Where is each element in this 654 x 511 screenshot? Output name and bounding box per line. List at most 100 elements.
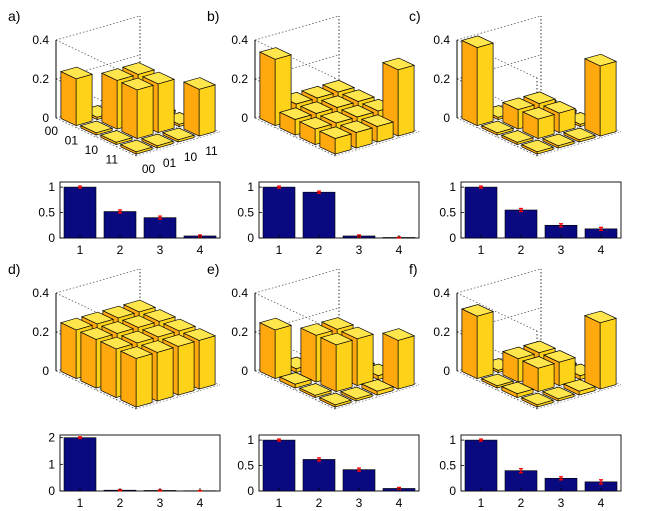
bar3d-3-0: [119, 139, 154, 155]
bar3d-1-0: [278, 372, 313, 389]
bar-face-top: [500, 381, 535, 395]
bar-face-top: [360, 114, 395, 127]
bar-face-top: [460, 35, 495, 48]
bar-face-top: [101, 305, 136, 319]
floor-grid-line: [135, 131, 221, 157]
panel-3d-1: 0 0.2 0.4 00 01 10 11 00 01 10 11 a): [8, 8, 221, 176]
bar-face-top: [381, 57, 416, 71]
bar3d-0-0: [460, 304, 495, 380]
bar-face-top: [278, 107, 313, 120]
z-tick-label: 0.2: [231, 72, 248, 86]
panel-label: b): [207, 8, 219, 24]
x-tick-label: 3: [558, 243, 565, 257]
col-tick-label: 10: [184, 150, 198, 164]
z-tick-label: 0: [42, 364, 49, 378]
bar-face-top: [381, 328, 416, 341]
bar-face-side: [60, 71, 77, 127]
x-tick-label: 1: [77, 496, 84, 510]
bar-face-top: [319, 332, 354, 346]
row-tick-label: 00: [45, 124, 59, 138]
panel-bar-6: 0 0.5 1 1 2 3 4: [439, 433, 622, 510]
bar-face-top: [59, 317, 94, 331]
bar3d-3-0: [318, 392, 353, 408]
y-tick-label: 0.5: [439, 459, 456, 473]
bar-face-side: [183, 81, 200, 137]
bar: [504, 209, 538, 239]
bar-face-front: [397, 335, 415, 390]
z-tick-label: 0.2: [32, 72, 49, 86]
z-tick-label: 0: [241, 364, 248, 378]
grid-line: [456, 15, 542, 41]
bar-face-top: [100, 68, 135, 81]
bar-face-top: [162, 318, 197, 332]
floor-grid-line: [135, 384, 221, 410]
bar-face-top: [119, 346, 154, 359]
x-tick-label: 2: [316, 496, 323, 510]
bar-face-top: [120, 330, 155, 344]
x-tick-label: 3: [157, 496, 164, 510]
bar-face-top: [521, 107, 556, 120]
bar-face-top: [520, 139, 555, 153]
bar-face-top: [122, 299, 157, 313]
bar-face-top: [522, 91, 557, 104]
bar-face-top: [321, 79, 356, 93]
x-tick-label: 2: [518, 496, 525, 510]
panel-label: d): [8, 261, 20, 277]
bar-face-top: [583, 310, 618, 324]
bar-face-side: [80, 331, 97, 389]
bar-face-top: [501, 97, 536, 110]
bar: [302, 191, 336, 239]
x-tick-label: 1: [276, 243, 283, 257]
grid-line: [254, 39, 336, 79]
bar3d-1-0: [480, 120, 515, 136]
floor-grid-line: [55, 117, 137, 157]
bar-face-top: [140, 340, 175, 353]
bar: [63, 437, 97, 492]
z-tick-label: 0.4: [433, 33, 450, 47]
col-tick-label: 11: [205, 144, 218, 158]
bar3d-3-0: [318, 126, 353, 155]
x-tick-label: 4: [197, 496, 204, 510]
y-tick-label: 0: [48, 231, 55, 245]
x-tick-label: 2: [117, 496, 124, 510]
bar-face-front: [476, 311, 494, 380]
z-tick-label: 0.2: [433, 325, 450, 339]
bar-face-top: [319, 110, 354, 124]
bar3d-3-0: [520, 392, 555, 408]
panel-bar-3: 0 0.5 1 1 2 3 4: [439, 180, 622, 257]
bar-face-front: [157, 78, 175, 134]
grid-line: [254, 268, 340, 294]
bar3d-3-3: [583, 53, 618, 137]
panel-3d-4: 0 0.2 0.4 d): [8, 261, 221, 410]
col-tick-label: 01: [163, 156, 177, 170]
x-tick-label: 3: [356, 496, 363, 510]
floor-grid-line: [334, 384, 420, 410]
panel-3d-2: 0 0.2 0.4 b): [207, 8, 420, 157]
bar-face-side: [320, 337, 337, 393]
panel-bar-5: 0 0.5 1 1 2 3 4: [237, 433, 420, 510]
y-tick-label: 1: [48, 457, 55, 471]
bar-face-side: [120, 350, 137, 408]
bar-face-side: [100, 341, 117, 399]
bar: [262, 186, 296, 239]
panel-label: a): [8, 8, 20, 24]
bar-face-top: [298, 116, 333, 130]
bar-face-top: [542, 350, 577, 363]
bar-face-top: [141, 324, 176, 338]
bar-face-top: [541, 386, 576, 400]
bar-face-side: [259, 51, 276, 127]
y-tick-label: 0.5: [38, 206, 55, 220]
bar3d-0-0: [258, 47, 293, 127]
z-tick-label: 0: [42, 111, 49, 125]
panel-3d-5: 0 0.2 0.4 e): [207, 261, 420, 410]
bar-face-top: [320, 317, 355, 330]
bar3d-0-0: [258, 317, 293, 380]
bar-face-front: [75, 73, 93, 127]
bar-face-top: [460, 304, 495, 317]
x-tick-label: 3: [157, 243, 164, 257]
grid-line: [456, 268, 542, 294]
bar-face-front: [335, 339, 353, 393]
bar3d-3-2: [360, 379, 395, 396]
z-tick-label: 0.4: [231, 33, 248, 47]
floor-grid-line: [456, 370, 538, 410]
